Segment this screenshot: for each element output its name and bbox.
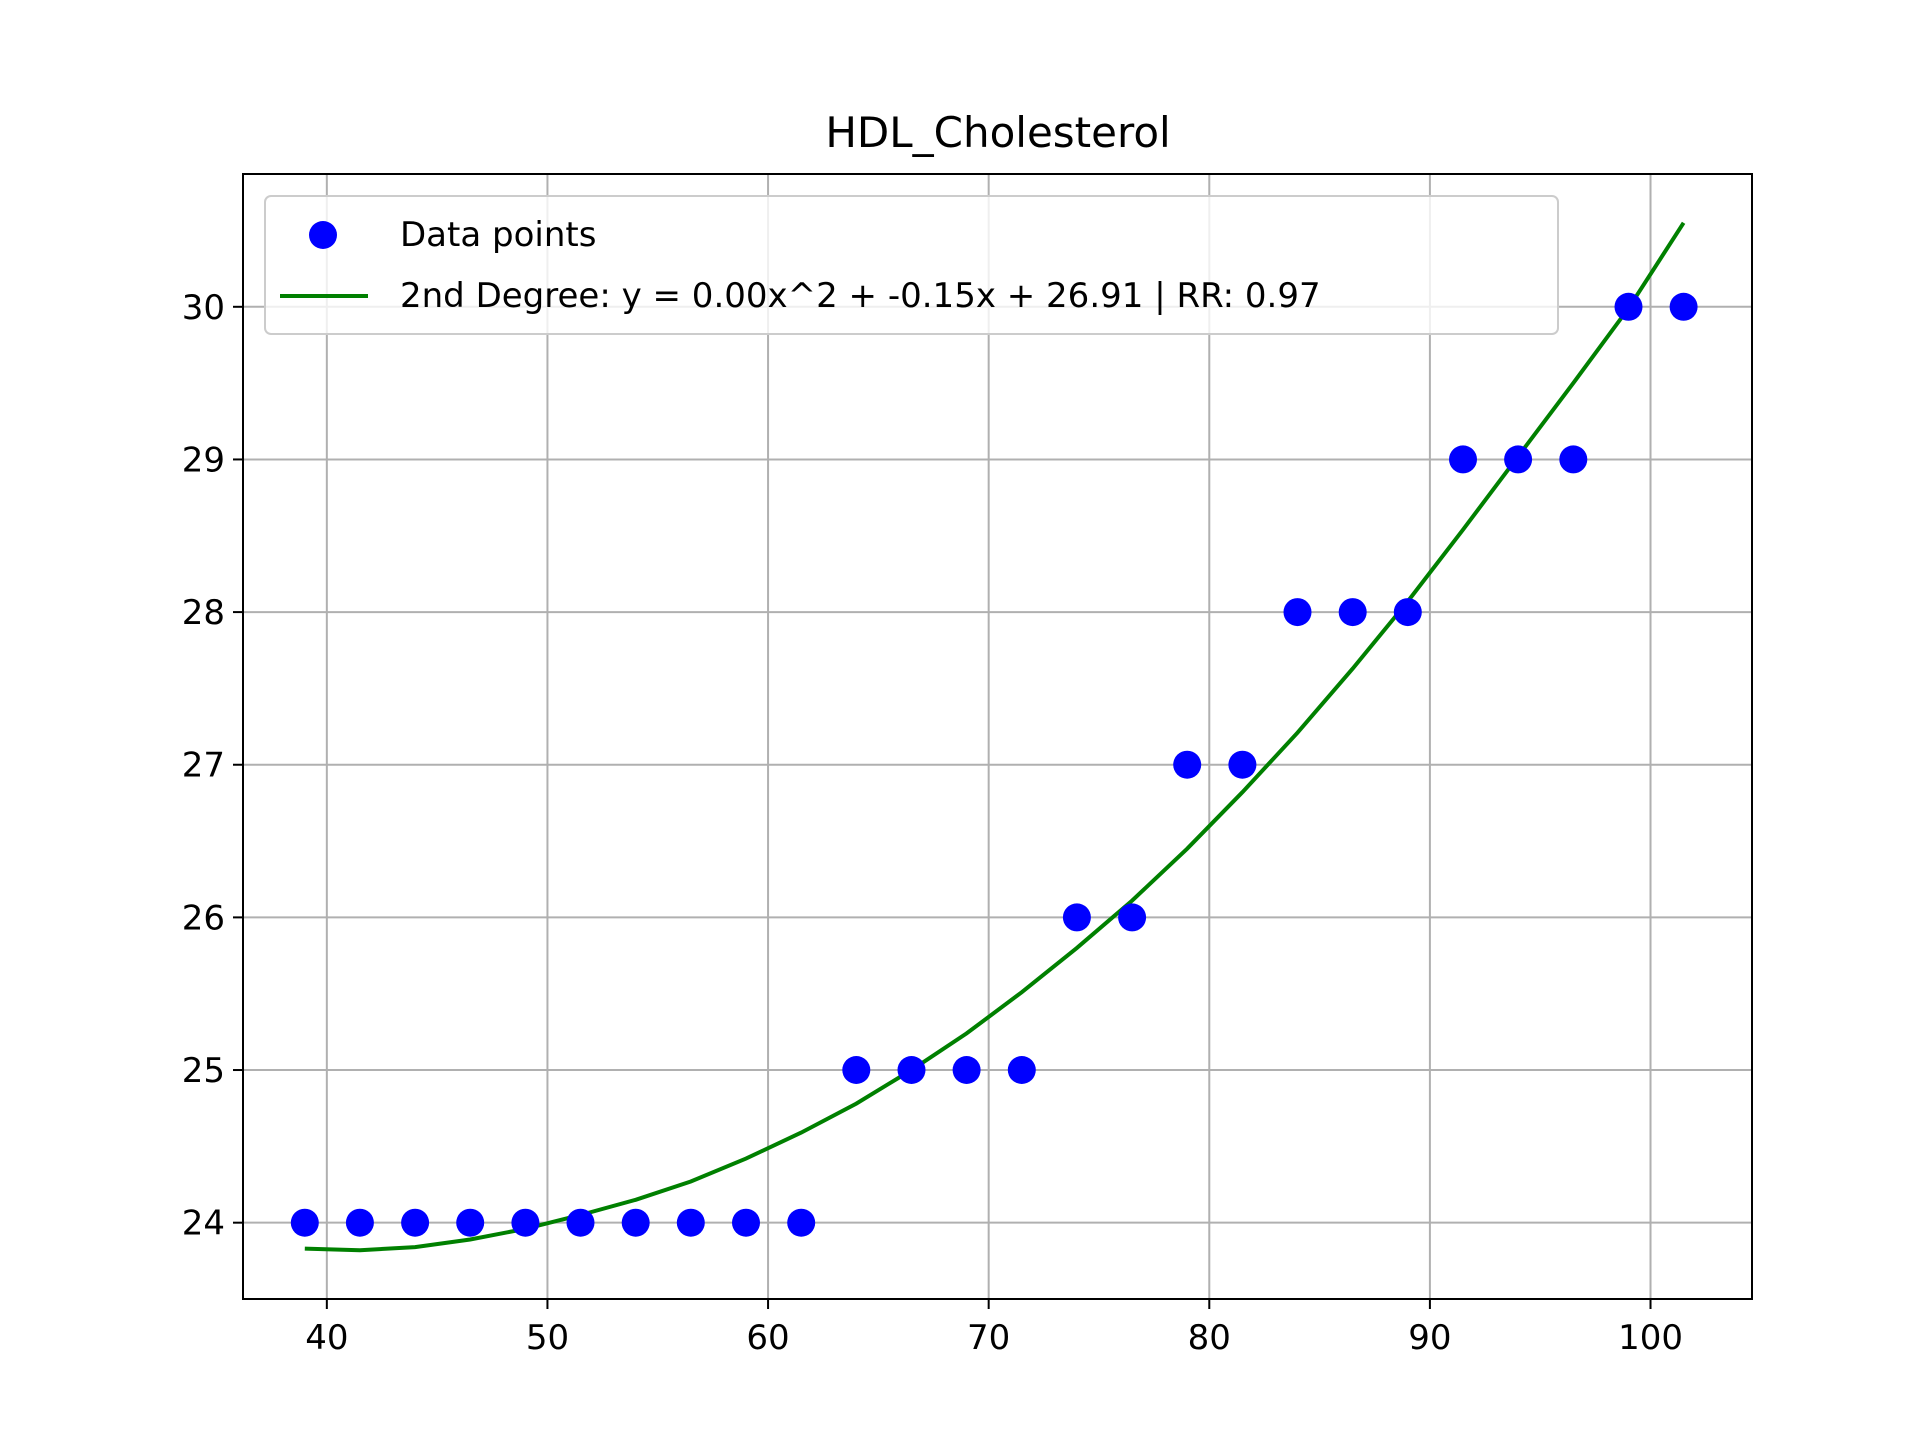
fit-curve-layer bbox=[304, 221, 1686, 1253]
data-point bbox=[566, 1208, 595, 1237]
fit-curve bbox=[304, 221, 1686, 1253]
data-point bbox=[1559, 445, 1588, 474]
x-axis: 40 50 60 70 80 90 100 bbox=[305, 1299, 1683, 1358]
data-point bbox=[952, 1056, 981, 1084]
x-tick-label: 70 bbox=[967, 1318, 1010, 1358]
data-point bbox=[456, 1208, 485, 1237]
x-tick-label: 60 bbox=[746, 1318, 789, 1358]
y-tick-label: 25 bbox=[182, 1051, 225, 1091]
legend: Data points 2nd Degree: y = 0.00x^2 + -0… bbox=[264, 195, 1559, 335]
data-point bbox=[1173, 750, 1202, 779]
data-point bbox=[1614, 292, 1643, 321]
data-points-layer bbox=[290, 292, 1698, 1237]
legend-label-data-points: Data points bbox=[400, 215, 596, 255]
data-point bbox=[787, 1208, 816, 1237]
data-point bbox=[1393, 598, 1422, 627]
x-tick-label: 100 bbox=[1618, 1318, 1683, 1358]
x-tick-label: 80 bbox=[1188, 1318, 1231, 1358]
data-point bbox=[401, 1208, 430, 1237]
data-point bbox=[621, 1208, 650, 1237]
data-point bbox=[290, 1208, 319, 1237]
legend-box bbox=[264, 195, 1559, 335]
data-point bbox=[842, 1056, 871, 1084]
x-tick-label: 40 bbox=[305, 1318, 348, 1358]
data-point bbox=[897, 1056, 926, 1084]
data-point bbox=[511, 1208, 540, 1237]
axes-frame bbox=[242, 173, 1753, 1300]
data-point bbox=[676, 1208, 705, 1237]
data-point bbox=[1449, 445, 1477, 474]
data-point bbox=[1669, 292, 1698, 321]
y-tick-label: 24 bbox=[182, 1204, 225, 1244]
data-point bbox=[1338, 598, 1367, 627]
chart-title: HDL_Cholesterol bbox=[825, 108, 1170, 157]
legend-marker-data-points bbox=[309, 221, 337, 249]
y-tick-label: 27 bbox=[182, 746, 225, 786]
data-point bbox=[1283, 598, 1312, 627]
data-point bbox=[1007, 1056, 1036, 1084]
data-point bbox=[1504, 445, 1533, 474]
data-point bbox=[1118, 903, 1147, 932]
y-tick-label: 28 bbox=[182, 593, 225, 633]
y-tick-label: 29 bbox=[182, 440, 225, 480]
y-tick-label: 30 bbox=[182, 288, 225, 328]
data-point bbox=[1062, 903, 1091, 932]
data-point bbox=[345, 1208, 374, 1237]
x-tick-label: 50 bbox=[526, 1318, 569, 1358]
data-point bbox=[732, 1208, 760, 1237]
data-point bbox=[1228, 750, 1257, 779]
grid bbox=[243, 174, 1752, 1299]
x-tick-label: 90 bbox=[1408, 1318, 1451, 1358]
y-tick-label: 26 bbox=[182, 898, 225, 938]
legend-label-fit-curve: 2nd Degree: y = 0.00x^2 + -0.15x + 26.91… bbox=[400, 276, 1321, 316]
y-axis: 24 25 26 27 28 29 30 bbox=[182, 288, 243, 1244]
